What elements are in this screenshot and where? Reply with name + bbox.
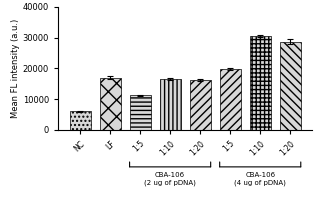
Bar [190, 80, 211, 130]
Text: CBA-106
(2 ug of pDNA): CBA-106 (2 ug of pDNA) [144, 172, 196, 186]
Y-axis label: Mean FL intensity (a.u.): Mean FL intensity (a.u.) [11, 19, 20, 118]
Bar [70, 112, 90, 130]
Bar [160, 79, 181, 130]
Bar [220, 69, 241, 130]
Text: CBA-106
(4 ug of pDNA): CBA-106 (4 ug of pDNA) [234, 172, 286, 186]
Bar [129, 95, 151, 130]
Bar [280, 41, 301, 130]
Bar [250, 36, 271, 130]
Bar [99, 78, 120, 130]
